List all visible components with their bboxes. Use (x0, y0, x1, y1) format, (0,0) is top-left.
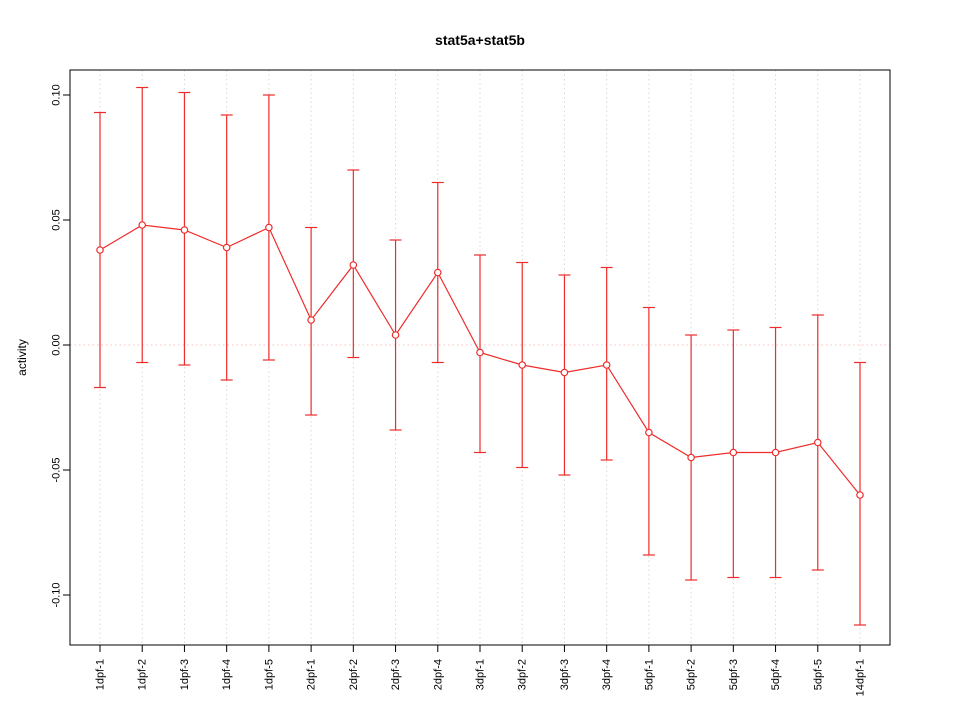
x-tick-label: 2dpf-4 (432, 659, 444, 690)
data-point-marker (476, 348, 484, 357)
x-tick-label: 2dpf-1 (306, 659, 318, 690)
data-point-marker (645, 428, 653, 437)
data-point-marker (222, 243, 231, 252)
data-point-marker (96, 246, 104, 254)
y-tick-label: -0.05 (51, 457, 63, 482)
data-point-marker (771, 448, 780, 457)
x-tick-label: 14dpf-1 (855, 659, 867, 696)
data-point-marker (518, 361, 527, 369)
y-tick-label: 0.10 (51, 84, 63, 105)
x-tick-label: 1dpf-2 (137, 659, 149, 690)
x-tick-label: 1dpf-3 (179, 659, 191, 690)
x-tick-label: 3dpf-4 (601, 659, 613, 690)
data-point-marker (433, 268, 442, 277)
y-tick-label: 0.05 (51, 209, 63, 230)
x-tick-label: 5dpf-4 (770, 659, 782, 690)
y-tick-label: -0.10 (51, 582, 63, 607)
data-point-marker (729, 448, 738, 457)
data-point-marker (265, 223, 273, 232)
data-point-marker (391, 331, 400, 339)
data-point-marker (602, 361, 611, 369)
x-tick-label: 2dpf-2 (348, 659, 360, 690)
x-tick-label: 5dpf-5 (812, 659, 824, 690)
data-point-marker (180, 226, 189, 234)
data-point-marker (138, 221, 147, 229)
data-point-marker (687, 453, 695, 462)
x-tick-label: 1dpf-5 (263, 659, 275, 690)
data-point-marker (349, 261, 358, 269)
x-tick-label: 1dpf-4 (221, 659, 233, 690)
x-tick-label: 2dpf-3 (390, 659, 402, 690)
y-axis-label: activity (15, 339, 29, 376)
y-tick-label: 0.00 (51, 334, 63, 355)
x-tick-label: 3dpf-3 (559, 659, 571, 690)
data-point-marker (307, 316, 315, 324)
data-point-marker (813, 438, 822, 447)
x-tick-label: 1dpf-1 (95, 659, 107, 690)
chart-title: stat5a+stat5b (435, 32, 525, 48)
x-tick-label: 5dpf-2 (686, 659, 698, 690)
x-tick-label: 5dpf-3 (728, 659, 740, 690)
x-tick-label: 5dpf-1 (643, 659, 655, 690)
data-point-marker (560, 368, 569, 377)
x-tick-label: 3dpf-1 (475, 659, 487, 690)
data-point-marker (856, 491, 864, 499)
x-tick-label: 3dpf-2 (517, 659, 529, 690)
